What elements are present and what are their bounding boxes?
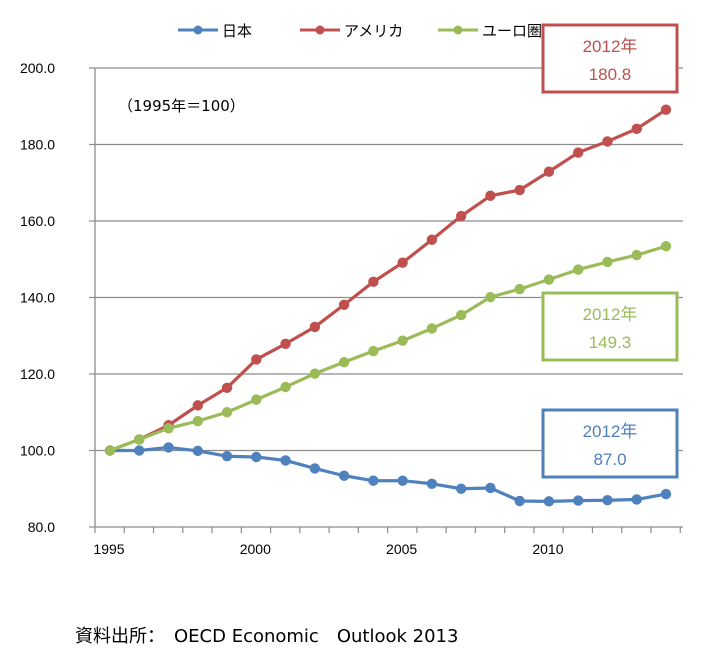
data-point (338, 470, 350, 481)
data-point (397, 475, 408, 486)
source-note: 資料出所： OECD Economic Outlook 2013 (75, 626, 459, 647)
data-point (426, 323, 438, 334)
data-point (251, 354, 262, 365)
data-point (543, 274, 555, 285)
data-point (192, 415, 203, 427)
x-axis-ticks: 1995 2000 2005 2010 (93, 527, 681, 557)
data-point (660, 488, 672, 500)
y-tick-label: 200.0 (20, 60, 55, 76)
base-year-note: （1995年＝100） (118, 97, 245, 115)
data-point (163, 423, 174, 434)
data-point (631, 123, 642, 135)
data-point (280, 381, 291, 393)
callout-year: 2012年 (583, 37, 638, 56)
data-point (485, 291, 496, 303)
data-point (368, 276, 379, 288)
data-point (543, 496, 555, 507)
legend: 日本 アメリカ ユーロ圏 (178, 22, 542, 40)
legend-label: アメリカ (344, 22, 403, 40)
y-tick-label: 180.0 (20, 137, 55, 153)
y-tick-label: 100.0 (20, 443, 55, 459)
line-chart: 80.0 100.0 120.0 140.0 160.0 180.0 200.0 1995 2… (20, 22, 683, 557)
y-tick-label: 80.0 (28, 519, 55, 535)
data-point (543, 166, 555, 177)
callout-border (541, 291, 679, 362)
data-point (104, 445, 116, 456)
data-point (573, 495, 584, 506)
x-tick-label: 2010 (532, 541, 563, 557)
data-point (134, 434, 145, 445)
legend-marker (193, 25, 203, 35)
callout-border (541, 408, 679, 479)
y-tick-label: 160.0 (20, 213, 55, 229)
series-2 (104, 241, 672, 456)
callout-box: 2012年 149.3 (541, 291, 679, 362)
data-point (368, 475, 379, 486)
data-point (426, 234, 438, 245)
data-point (573, 264, 584, 275)
data-point (280, 338, 291, 349)
callout-box: 2012年 180.8 (541, 23, 679, 94)
legend-marker (453, 25, 463, 35)
data-point (397, 335, 408, 346)
data-point (251, 451, 262, 463)
legend-label: 日本 (222, 22, 252, 40)
data-point (192, 400, 203, 411)
callout-value: 180.8 (589, 65, 632, 84)
gridlines (95, 67, 683, 452)
data-point (455, 210, 467, 222)
data-point (309, 321, 321, 333)
data-point (455, 483, 467, 494)
data-point (485, 190, 496, 201)
data-point (338, 299, 350, 310)
data-point (514, 283, 525, 295)
data-point (455, 309, 467, 321)
data-point (602, 136, 613, 147)
data-point (221, 451, 233, 462)
callout-box: 2012年 87.0 (541, 408, 679, 479)
data-point (660, 241, 672, 252)
y-tick-label: 140.0 (20, 290, 55, 306)
data-point (602, 495, 613, 506)
series-1 (104, 104, 672, 456)
data-point (309, 463, 321, 474)
legend-label: ユーロ圏 (482, 22, 542, 40)
data-point (426, 478, 438, 489)
series-group (104, 104, 672, 507)
data-point (368, 345, 379, 357)
callout-border (541, 23, 679, 94)
legend-marker (315, 25, 325, 35)
data-point (251, 394, 262, 405)
x-tick-label: 1995 (93, 541, 124, 557)
data-point (338, 356, 350, 368)
data-point (631, 494, 642, 505)
data-point (514, 495, 525, 507)
data-point (485, 482, 496, 494)
series-line (109, 108, 667, 452)
data-point (192, 445, 203, 457)
y-axis-ticks: 80.0 100.0 120.0 140.0 160.0 180.0 200.0 (20, 60, 95, 535)
y-tick-label: 120.0 (20, 366, 55, 382)
data-point (280, 455, 291, 466)
data-point (602, 256, 613, 268)
x-tick-label: 2000 (240, 541, 271, 557)
x-tick-label: 2005 (386, 541, 417, 557)
data-point (631, 249, 642, 261)
callout-value: 87.0 (593, 450, 626, 469)
data-point (163, 442, 174, 453)
data-point (309, 368, 321, 379)
data-point (397, 257, 408, 268)
callout-year: 2012年 (583, 422, 638, 441)
data-point (660, 104, 672, 115)
data-point (221, 382, 233, 393)
callout-year: 2012年 (583, 305, 638, 324)
data-point (514, 184, 525, 196)
data-point (134, 445, 145, 456)
data-point (221, 407, 233, 418)
callout-value: 149.3 (589, 333, 632, 352)
data-point (573, 147, 584, 158)
annotation-callouts: 2012年 180.8 2012年 149.3 2012年 87.0 (541, 23, 679, 479)
